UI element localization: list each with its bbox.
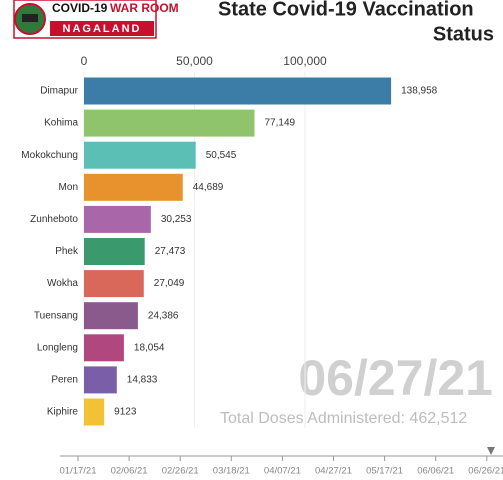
value-label: 44,689 bbox=[193, 182, 224, 193]
logo-word: COVID-19 bbox=[52, 1, 108, 15]
bar bbox=[84, 334, 124, 362]
y-tick-label: Mon bbox=[59, 182, 78, 193]
timeline-label: 06/06/21 bbox=[417, 466, 454, 477]
date-label: 06/27/21 bbox=[298, 350, 493, 406]
bar bbox=[84, 77, 392, 105]
bar bbox=[84, 398, 105, 426]
value-label: 18,054 bbox=[134, 342, 165, 353]
logo: COVID-19 WAR ROOM NAGALAND bbox=[13, 0, 179, 39]
timeline-label: 06/26/21 bbox=[468, 466, 503, 477]
value-label: 9123 bbox=[114, 407, 137, 418]
y-tick-label: Kiphire bbox=[47, 407, 79, 418]
y-tick-label: Phek bbox=[55, 246, 79, 257]
bar bbox=[84, 366, 117, 394]
y-tick-label: Peren bbox=[51, 375, 78, 386]
x-tick-label: 50,000 bbox=[176, 54, 213, 68]
bar bbox=[84, 141, 196, 169]
logo-word: WAR ROOM bbox=[110, 1, 179, 15]
bar bbox=[84, 205, 151, 233]
y-tick-label: Zunheboto bbox=[30, 214, 78, 225]
value-label: 27,049 bbox=[154, 278, 185, 289]
timeline-label: 04/27/21 bbox=[315, 466, 352, 477]
y-tick-label: Tuensang bbox=[34, 310, 78, 321]
timeline-label: 03/18/21 bbox=[213, 466, 250, 477]
timeline-handle[interactable] bbox=[487, 447, 495, 455]
total-label: Total Doses Administered: 462,512 bbox=[220, 410, 467, 427]
y-tick-label: Longleng bbox=[37, 342, 78, 353]
x-tick-label: 100,000 bbox=[283, 54, 327, 68]
bar bbox=[84, 173, 183, 201]
chart-title: State Covid-19 Vaccination bbox=[218, 0, 474, 20]
y-tick-label: Kohima bbox=[44, 118, 78, 129]
y-tick-label: Dimapur bbox=[40, 86, 78, 97]
timeline-label: 04/07/21 bbox=[264, 466, 301, 477]
value-label: 50,545 bbox=[206, 150, 237, 161]
timeline-label: 02/06/21 bbox=[111, 466, 148, 477]
timeline-label: 05/17/21 bbox=[366, 466, 403, 477]
value-label: 138,958 bbox=[401, 86, 438, 97]
logo-banner bbox=[50, 21, 154, 36]
y-tick-label: Wokha bbox=[47, 278, 78, 289]
value-label: 14,833 bbox=[127, 375, 158, 386]
y-tick-label: Mokokchung bbox=[21, 150, 78, 161]
value-label: 30,253 bbox=[161, 214, 192, 225]
value-label: 77,149 bbox=[264, 118, 295, 129]
logo-region: NAGALAND bbox=[63, 23, 142, 35]
logo-emblem-mark bbox=[22, 14, 38, 22]
x-tick-label: 0 bbox=[81, 54, 88, 68]
timeline-label: 01/17/21 bbox=[60, 466, 97, 477]
value-label: 24,386 bbox=[148, 310, 179, 321]
timeline-label: 02/26/21 bbox=[162, 466, 199, 477]
bar bbox=[84, 302, 138, 330]
bar bbox=[84, 109, 255, 137]
value-label: 27,473 bbox=[155, 246, 186, 257]
bar bbox=[84, 270, 144, 298]
bar bbox=[84, 238, 145, 265]
chart-title: Status bbox=[433, 23, 494, 45]
